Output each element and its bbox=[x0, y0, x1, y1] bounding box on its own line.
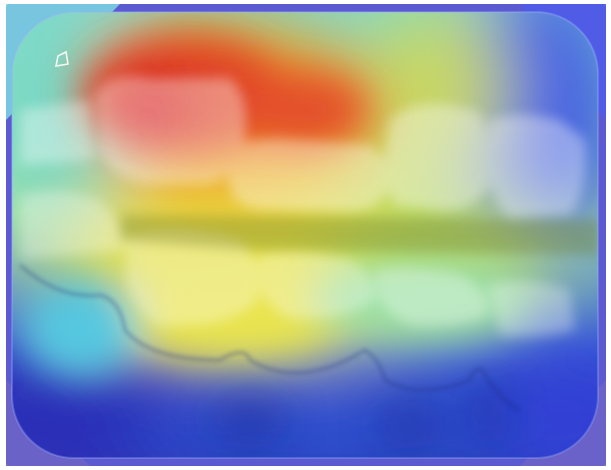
film-edge bbox=[11, 11, 599, 459]
